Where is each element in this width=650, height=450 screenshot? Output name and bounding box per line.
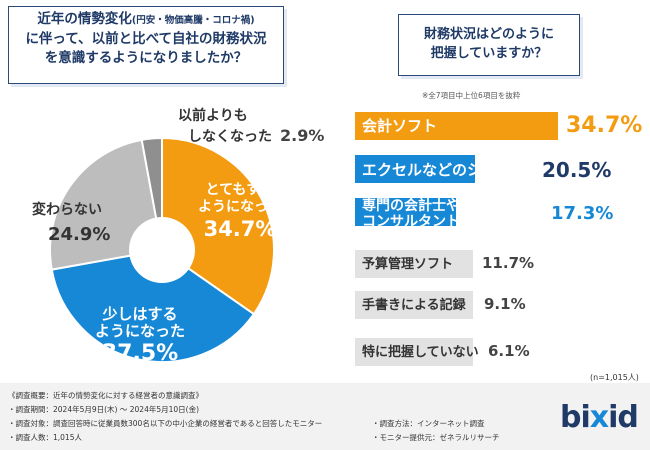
bar-value-1: 20.5% <box>542 158 612 182</box>
note-text: ※全7項目中上位6項目を抜粋 <box>422 91 521 100</box>
footer-count: ・調査人数：1,015人 <box>8 433 82 442</box>
bar-label-2: 専門の会計士や コンサルタントの支援 <box>362 198 502 230</box>
pie-label-very-l1: とてもする <box>205 182 275 198</box>
sample-count: (n=1,015人) <box>590 373 639 382</box>
bar-3 <box>355 250 473 278</box>
bar-label-5: 特に把握していない <box>362 345 479 361</box>
pie-value-same: 24.9% <box>48 224 111 245</box>
pie-label-less-l2: しなくなった <box>188 129 272 145</box>
bar-label-1-text: エクセルなどのシート <box>362 161 513 179</box>
bar-4 <box>355 291 473 319</box>
pie-label-very: とてもする ようになった 34.7% <box>198 182 282 242</box>
bar-value-3: 11.7% <box>482 254 535 272</box>
footer-method: ・調査方法：インターネット調査 <box>372 419 485 428</box>
question-1-box: 近年の情勢変化(円安・物価高騰・コロナ禍) に伴って、以前と比べて自社の財務状況… <box>8 6 284 84</box>
bar-label-3: 予算管理ソフト <box>362 257 453 273</box>
pie-slice-very <box>161 136 275 316</box>
pie-label-some: 少しはする ようになった 37.5% <box>95 306 185 368</box>
bar-label-1: エクセルなどのシート <box>362 162 512 178</box>
footer-period: ・調査期間：2024年5月9日(木) ～ 2024年5月10日(金) <box>8 405 200 414</box>
bixid-logo: bixid <box>560 400 639 435</box>
pie-label-same: 変わらない 24.9% <box>32 199 110 249</box>
q1-line1-main: 近年の情勢変化 <box>37 11 132 27</box>
bar-2 <box>355 198 456 226</box>
footer-panel <box>0 383 650 450</box>
pie-value-some: 37.5% <box>101 341 179 366</box>
logo-text-b: x <box>589 400 609 435</box>
pie-label-less-l1: 以前よりも <box>178 108 248 124</box>
bar-value-0: 34.7% <box>566 113 643 138</box>
logo-text-c: id <box>608 400 639 435</box>
bar-1 <box>355 155 475 183</box>
question-2-box: 財務状況はどのように 把握していますか？ <box>398 14 580 76</box>
bar-label-2-l1: 専門の会計士や <box>362 198 460 214</box>
pie-value-very: 34.7% <box>203 217 277 241</box>
pie-label-less-row2: しなくなった 2.9% <box>178 126 324 147</box>
bar-value-5: 6.1% <box>488 342 530 360</box>
q1-line1-small: (円安・物価高騰・コロナ禍) <box>131 15 255 26</box>
q1-line3: を意識するようになりましたか？ <box>44 50 248 66</box>
pie-label-less: 以前よりも しなくなった 2.9% <box>178 106 324 147</box>
q2-line1: 財務状況はどのように <box>423 27 554 42</box>
bar-label-5-text: 特に把握していない <box>362 345 479 360</box>
pie-label-very-l2: ようになった <box>198 199 282 215</box>
bar-label-4-text: 手書きによる記録 <box>362 298 466 313</box>
bar-value-4: 9.1% <box>484 295 526 313</box>
q1-line2: に伴って、以前と比べて自社の財務状況 <box>25 31 267 47</box>
pie-label-some-l2: ようになった <box>95 322 186 340</box>
pie-value-less: 2.9% <box>280 126 325 145</box>
bar-value-2: 17.3% <box>551 203 614 224</box>
footer-title: 《調査概要：近年の情勢変化に対する経営者の意識調査》 <box>8 391 203 400</box>
q2-line2: 把握していますか？ <box>430 46 548 61</box>
pie-slice-some <box>50 248 256 363</box>
bar-label-0: 会計ソフト <box>362 118 437 134</box>
footer-provider: ・モニター提供元：ゼネラルリサーチ <box>372 433 500 442</box>
footer-target: ・調査対象：調査回答時に従業員数300名以下の中小企業の経営者であると回答したモ… <box>8 419 323 428</box>
bar-label-0-text: 会計ソフト <box>362 117 438 135</box>
bar-label-2-l2: コンサルタントの支援 <box>362 214 502 230</box>
bar-label-4: 手書きによる記録 <box>362 298 466 314</box>
pie-label-same-l1: 変わらない <box>32 202 102 218</box>
pie-label-some-l1: 少しはする <box>102 305 178 323</box>
bar-5 <box>355 338 473 366</box>
bar-0 <box>355 112 558 140</box>
bar-label-3-text: 予算管理ソフト <box>362 257 454 272</box>
pie-center-hole <box>129 217 195 283</box>
logo-text-a: bi <box>560 400 591 435</box>
